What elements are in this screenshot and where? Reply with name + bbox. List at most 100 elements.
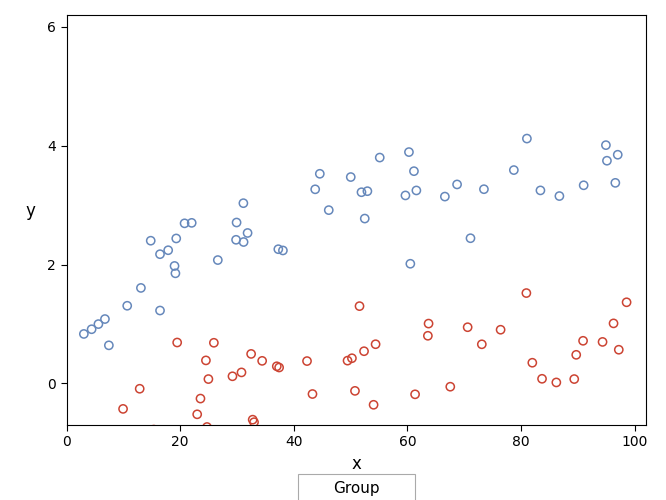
1: [346, 173, 356, 181]
2: [272, 362, 282, 370]
1: [465, 234, 476, 242]
1: [411, 186, 422, 194]
1: [100, 315, 111, 323]
1: [155, 250, 165, 258]
1: [405, 260, 416, 268]
2: [527, 358, 537, 366]
1: [578, 182, 589, 190]
2: [571, 351, 581, 359]
2: [203, 375, 214, 383]
1: [362, 187, 373, 195]
1: [103, 342, 114, 349]
2: [613, 346, 624, 354]
2: [200, 356, 211, 364]
1: [324, 206, 334, 214]
1: [374, 154, 385, 162]
1: [356, 188, 367, 196]
1: [122, 302, 133, 310]
1: [360, 214, 370, 222]
1: [87, 325, 97, 333]
1: [155, 306, 165, 314]
1: [278, 246, 288, 254]
2: [359, 347, 370, 355]
1: [452, 180, 462, 188]
1: [136, 284, 147, 292]
1: [212, 256, 223, 264]
1: [145, 236, 156, 244]
2: [129, 437, 139, 445]
1: [238, 238, 249, 246]
2: [410, 390, 420, 398]
2: [597, 338, 608, 346]
2: [551, 378, 561, 386]
2: [71, 452, 81, 460]
1: [601, 156, 612, 164]
1: [79, 330, 89, 338]
2: [192, 410, 202, 418]
1: [535, 186, 545, 194]
1: [93, 320, 104, 328]
2: [257, 357, 268, 365]
2: [368, 401, 379, 409]
2: [135, 384, 145, 392]
1: [400, 192, 411, 200]
2: [521, 289, 531, 297]
2: [302, 357, 312, 365]
2: [496, 326, 506, 334]
2: [195, 394, 206, 402]
1: [310, 186, 320, 194]
Legend: 1, 2: 1, 2: [298, 474, 415, 500]
1: [186, 219, 197, 227]
1: [613, 150, 623, 158]
2: [476, 340, 487, 348]
2: [246, 350, 256, 358]
2: [346, 354, 357, 362]
1: [440, 192, 450, 200]
2: [537, 375, 547, 383]
2: [96, 471, 107, 479]
Y-axis label: y: y: [26, 202, 35, 220]
1: [170, 270, 180, 278]
2: [227, 372, 238, 380]
2: [342, 356, 353, 364]
2: [172, 338, 182, 346]
1: [409, 167, 420, 175]
2: [307, 390, 318, 398]
2: [608, 320, 619, 328]
1: [601, 141, 611, 149]
2: [569, 375, 579, 383]
2: [445, 382, 456, 390]
2: [462, 323, 473, 331]
1: [554, 192, 565, 200]
1: [163, 246, 174, 254]
1: [171, 234, 182, 242]
2: [236, 368, 247, 376]
1: [314, 170, 325, 178]
1: [238, 199, 248, 207]
1: [521, 134, 532, 142]
2: [202, 423, 212, 431]
1: [230, 236, 241, 244]
1: [169, 262, 180, 270]
2: [370, 340, 381, 348]
2: [248, 418, 259, 426]
1: [404, 148, 414, 156]
2: [88, 444, 99, 452]
2: [274, 364, 284, 372]
2: [422, 332, 433, 340]
1: [179, 220, 190, 228]
2: [149, 426, 159, 434]
2: [208, 339, 219, 347]
1: [231, 218, 242, 226]
2: [118, 405, 129, 413]
2: [247, 416, 258, 424]
1: [509, 166, 519, 174]
1: [610, 179, 621, 187]
2: [577, 337, 588, 345]
2: [350, 387, 360, 395]
2: [354, 302, 365, 310]
2: [224, 432, 234, 440]
1: [242, 229, 253, 237]
X-axis label: x: x: [352, 455, 361, 473]
1: [479, 185, 490, 193]
